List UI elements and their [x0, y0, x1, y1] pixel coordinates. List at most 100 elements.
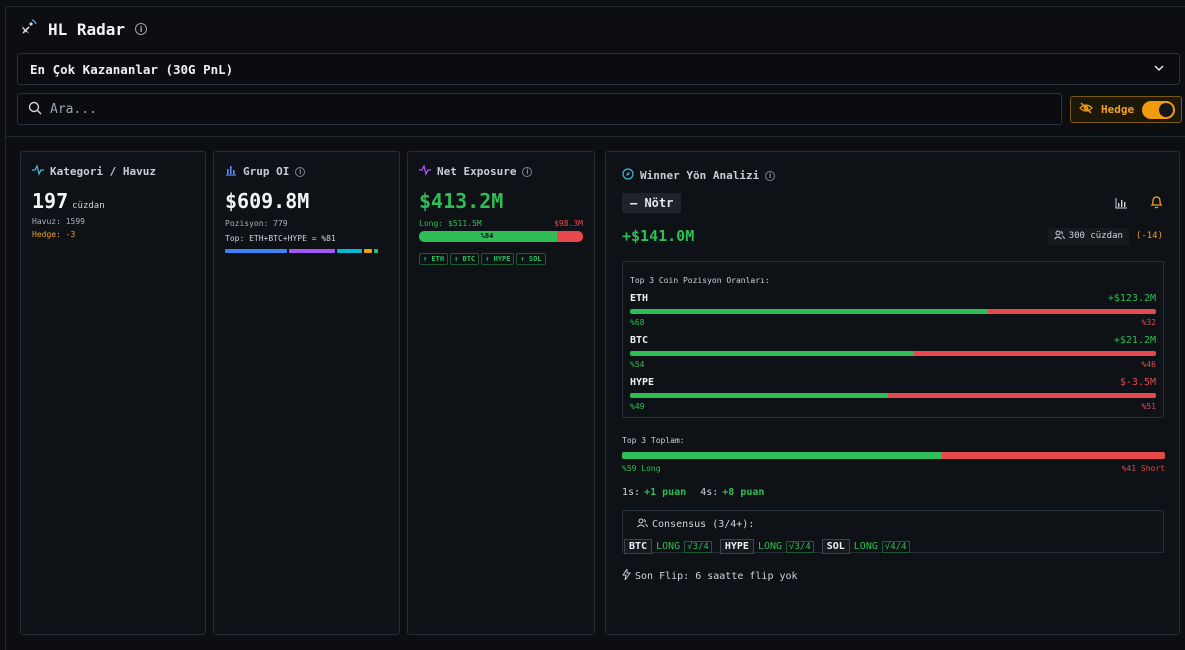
wallet-count-change: (-14) — [1135, 231, 1163, 241]
coin-short-fill — [987, 309, 1156, 314]
grup-oi-value: $609.8M — [225, 189, 310, 213]
category-select[interactable]: En Çok Kazananlar (30G PnL) — [17, 53, 1180, 85]
pulse-icon — [419, 164, 431, 179]
consensus-box: Consensus (3/4+): BTC LONG √3/4 HYPE LONG √3/… — [622, 510, 1164, 554]
oi-segment-eth — [225, 249, 287, 253]
direction-status-badge: — Nötr — [622, 193, 682, 213]
wallet-count-text: 300 cüzdan — [1068, 231, 1123, 241]
search-box[interactable] — [17, 93, 1062, 125]
search-icon — [28, 100, 42, 119]
coin-row-btc: BTC +$21.2M %54 %46 — [630, 335, 1156, 369]
score-1s-label: 1s: — [622, 487, 641, 498]
activity-icon — [32, 164, 44, 179]
consensus-coin: HYPE — [719, 539, 754, 554]
coin-split-bar — [630, 351, 1156, 356]
grup-oi-title: Grup OI — [243, 165, 290, 178]
info-icon[interactable]: i — [522, 166, 533, 177]
score-4s: +8 puan — [722, 487, 765, 498]
net-exposure-title: Net Exposure — [437, 165, 517, 178]
hedge-switch[interactable] — [1142, 100, 1175, 119]
coin-long-fill — [630, 351, 915, 356]
coin-name: ETH — [630, 293, 649, 304]
consensus-coin: SOL — [821, 539, 850, 554]
divider — [5, 136, 1185, 137]
coin-row-eth: ETH +$123.2M %68 %32 — [630, 293, 1156, 327]
exposure-chip: ↑ ETH — [419, 253, 449, 265]
category-select-value: En Çok Kazananlar (30G PnL) — [30, 61, 234, 77]
oi-segment-hype — [337, 249, 362, 253]
compass-icon — [622, 168, 634, 183]
coin-long-fill — [630, 309, 988, 314]
bell-icon[interactable] — [1150, 194, 1163, 213]
consensus-tag-btc: BTC LONG √3/4 — [624, 539, 712, 554]
info-icon[interactable]: i — [765, 170, 776, 181]
coin-value: +$21.2M — [1113, 335, 1156, 346]
users-icon — [637, 518, 648, 531]
hedge-count: Hedge: -3 — [32, 230, 76, 239]
consensus-direction: LONG — [757, 541, 783, 552]
consensus-title: Consensus (3/4+): — [652, 519, 755, 530]
score-row: 1s: +1 puan 4s: +8 puan — [622, 487, 1163, 498]
consensus-direction: LONG — [656, 541, 681, 552]
hedge-label: Hedge — [1101, 103, 1135, 116]
flip-row: Son Flip: 6 saatte flip yok — [622, 567, 1163, 583]
coin-name: HYPE — [630, 377, 655, 388]
consensus-count: √4/4 — [881, 540, 910, 553]
wallet-count: 197 — [32, 189, 69, 213]
coin-ratio-title: Top 3 Coin Pozisyon Oranları: — [630, 276, 770, 285]
coin-short-fill — [914, 351, 1156, 356]
info-icon[interactable]: i — [135, 23, 148, 35]
short-exposure: $98.3M — [554, 219, 583, 228]
hedge-toggle[interactable]: Hedge — [1070, 96, 1182, 123]
coin-short-pct: %51 — [1141, 402, 1156, 411]
coin-long-pct: %49 — [630, 402, 645, 411]
chart-icon[interactable] — [1115, 194, 1128, 213]
grup-oi-card: Grup OI i $609.8M Pozisyon: 779 Top: ETH… — [213, 151, 400, 635]
net-exposure-card: Net Exposure i $413.2M Long: $511.5M $98… — [407, 151, 595, 635]
oi-segment-other1 — [364, 249, 372, 253]
total-title: Top 3 Toplam: — [622, 436, 685, 445]
coin-value: +$123.2M — [1107, 293, 1156, 304]
exposure-bar: %84 — [419, 231, 583, 242]
exposure-long-pct: %84 — [480, 232, 494, 240]
coin-ratio-box: Top 3 Coin Pozisyon Oranları: ETH +$123.2… — [622, 261, 1164, 418]
score-4s-label: 4s: — [700, 487, 719, 498]
info-icon[interactable]: i — [295, 166, 306, 177]
oi-segment-other2 — [374, 249, 378, 253]
total-long-pct: %59 Long — [622, 464, 661, 473]
kategori-card: Kategori / Havuz 197 cüzdan Havuz: 1599 … — [20, 151, 206, 635]
exposure-long-fill — [419, 231, 557, 242]
app-title: HL Radar — [48, 19, 126, 39]
oi-distribution-bar — [225, 249, 388, 253]
consensus-tag-hype: HYPE LONG √3/4 — [719, 539, 814, 554]
app-frame — [5, 6, 1185, 650]
exposure-short-fill — [556, 231, 583, 242]
long-exposure: Long: $511.5M — [419, 219, 482, 228]
winner-pnl: +$141.0M — [622, 227, 695, 245]
score-1s: +1 puan — [644, 487, 687, 498]
zap-icon — [622, 567, 631, 583]
consensus-tag-sol: SOL LONG √4/4 — [821, 539, 910, 554]
app-header: HL Radar i — [20, 18, 148, 40]
wallet-count-badge: 300 cüzdan — [1047, 227, 1129, 245]
users-icon — [1053, 230, 1065, 243]
coin-long-fill — [630, 393, 888, 398]
kategori-title: Kategori / Havuz — [50, 165, 156, 178]
coin-split-bar — [630, 393, 1156, 398]
coin-short-pct: %46 — [1141, 360, 1156, 369]
havuz-count: Havuz: 1599 — [32, 217, 85, 226]
radar-logo-icon — [20, 18, 38, 40]
coin-short-fill — [887, 393, 1156, 398]
total-split-bar — [622, 452, 1165, 459]
total-short-pct: %41 Short — [1121, 464, 1165, 473]
exposure-chip: ↑ HYPE — [481, 253, 515, 265]
coin-short-pct: %32 — [1141, 318, 1156, 327]
search-input[interactable] — [50, 101, 1030, 117]
net-exposure-value: $413.2M — [419, 189, 504, 213]
consensus-count: √3/4 — [786, 540, 814, 553]
coin-value: $-3.5M — [1119, 377, 1156, 388]
wallet-unit: cüzdan — [72, 201, 105, 211]
eye-off-icon — [1079, 102, 1093, 117]
winner-title: Winner Yön Analizi — [640, 169, 760, 182]
total-short-fill — [942, 452, 1165, 459]
